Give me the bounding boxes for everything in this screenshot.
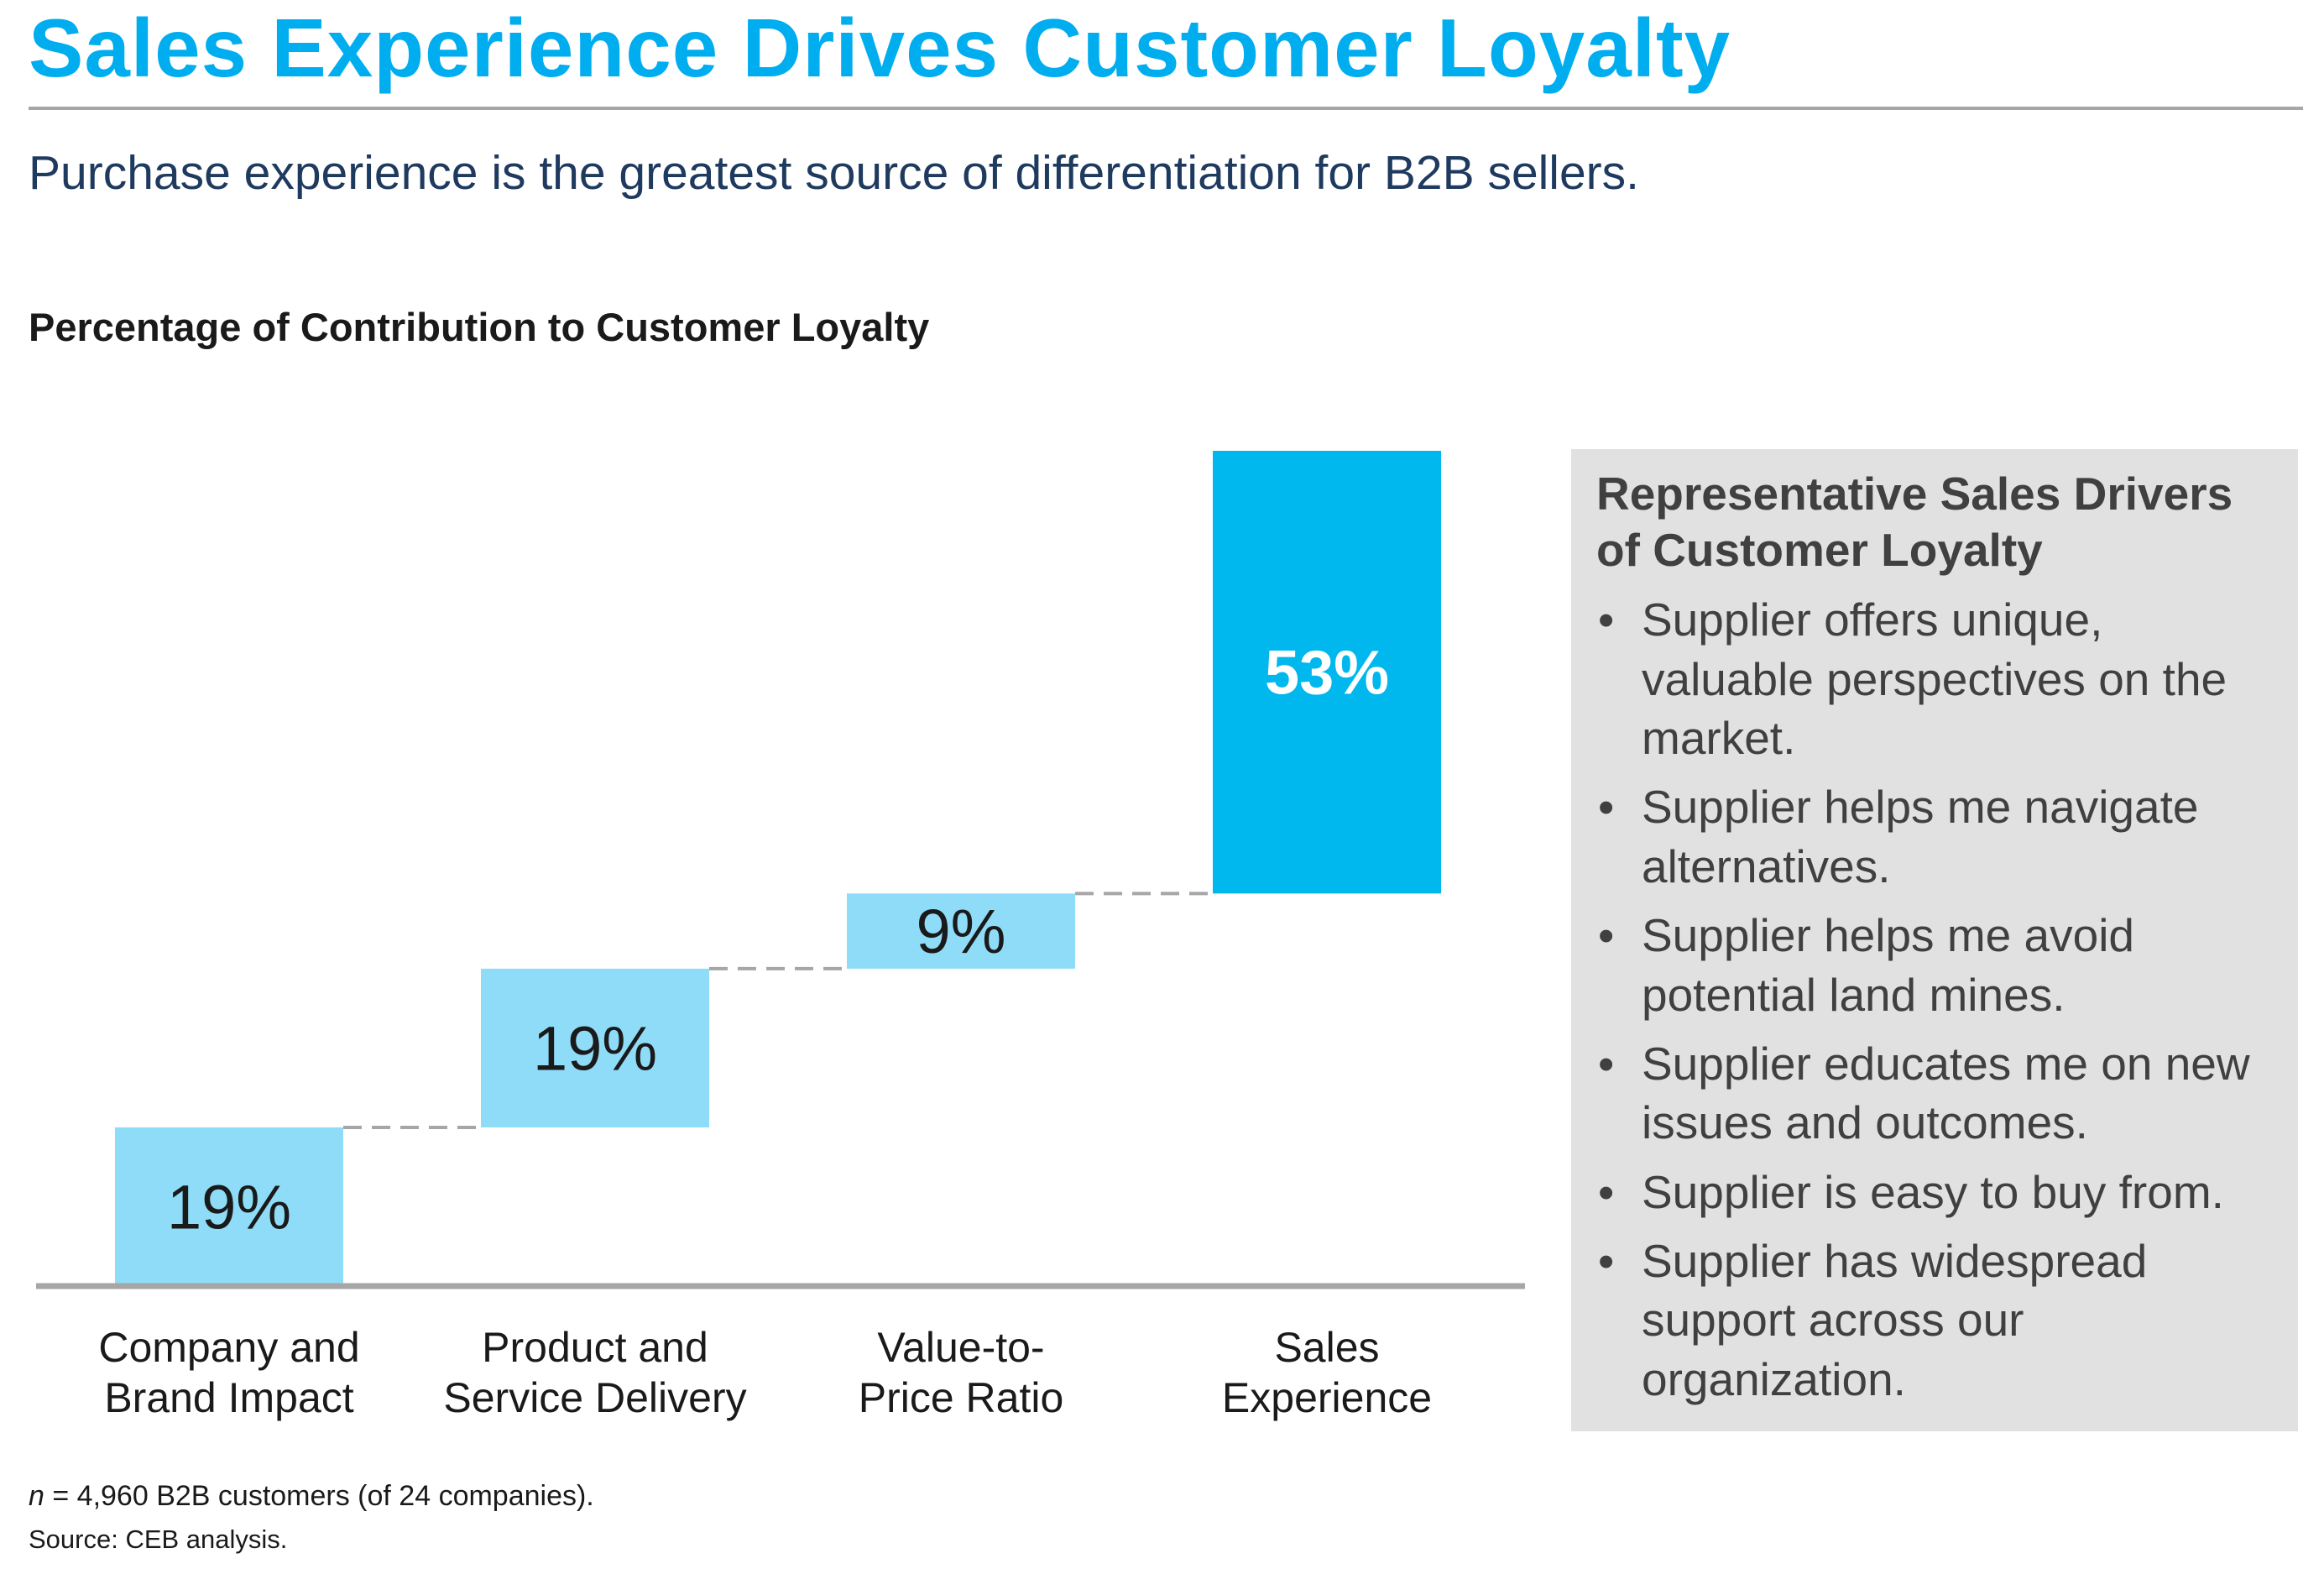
bar-1 [115,1127,343,1286]
bar-value-label-3: 9% [917,897,1006,966]
sample-size-note: n = 4,960 B2B customers (of 24 companies… [29,1479,594,1514]
bullet-icon: • [1598,1037,1615,1090]
bar-2 [481,968,709,1127]
x-tick-label-4-line-1: Sales [1274,1324,1379,1371]
sales-drivers-title: Representative Sales Drivers of Customer… [1596,468,2233,577]
waterfall-chart: 19% 19% 9% 53% Company and Brand Impact Produc… [0,403,1544,1427]
x-tick-label-2-line-1: Product and [482,1324,708,1371]
sample-size-variable: n [29,1480,44,1512]
bar-3 [847,893,1075,969]
bar-value-label-2: 19% [533,1013,657,1083]
sales-drivers-list: • Supplier offers unique, valuable perspe… [1596,590,2273,1409]
sample-size-text: = 4,960 B2B customers (of 24 companies). [44,1480,594,1512]
list-item: • Supplier helps me navigate alternatives… [1596,777,2273,896]
bullet-icon: • [1598,1235,1615,1288]
x-tick-label-3-line-1: Value-to- [877,1324,1044,1371]
sales-drivers-panel: Representative Sales Drivers of Customer… [1571,449,2298,1431]
chart-title: Percentage of Contribution to Customer L… [29,305,930,349]
list-item: • Supplier has widespread support across … [1596,1232,2273,1409]
bullet-icon: • [1598,909,1615,962]
list-item-text: Supplier offers unique, valuable perspec… [1642,594,2227,764]
source-note: Source: CEB analysis. [29,1525,288,1554]
x-tick-label-3-line-2: Price Ratio [859,1374,1064,1421]
list-item-text: Supplier helps me navigate alternatives. [1642,781,2199,892]
x-tick-label-1-line-2: Brand Impact [104,1374,353,1421]
bullet-icon: • [1598,781,1615,834]
bar-value-label-1: 19% [167,1172,291,1242]
bullet-icon: • [1598,594,1615,646]
list-item-text: Supplier has widespread support across o… [1642,1235,2148,1405]
list-item-text: Supplier educates me on new issues and o… [1642,1037,2250,1149]
x-tick-label-1-line-1: Company and [98,1324,359,1371]
page-subtitle: Purchase experience is the greatest sour… [29,146,1639,200]
list-item: • Supplier is easy to buy from. [1596,1163,2273,1221]
list-item: • Supplier offers unique, valuable perspe… [1596,590,2273,767]
page-title: Sales Experience Drives Customer Loyalty [29,2,1731,94]
list-item: • Supplier educates me on new issues and … [1596,1034,2273,1153]
bar-4 [1213,451,1441,894]
x-tick-label-2-line-2: Service Delivery [443,1374,746,1421]
bullet-icon: • [1598,1165,1615,1218]
list-item-text: Supplier is easy to buy from. [1642,1165,2224,1218]
list-item: • Supplier helps me avoid potential land … [1596,906,2273,1024]
x-tick-label-4-line-2: Experience [1222,1374,1432,1421]
list-item-text: Supplier helps me avoid potential land m… [1642,909,2135,1021]
bar-value-label-4: 53% [1265,638,1389,708]
title-divider [29,107,2303,110]
